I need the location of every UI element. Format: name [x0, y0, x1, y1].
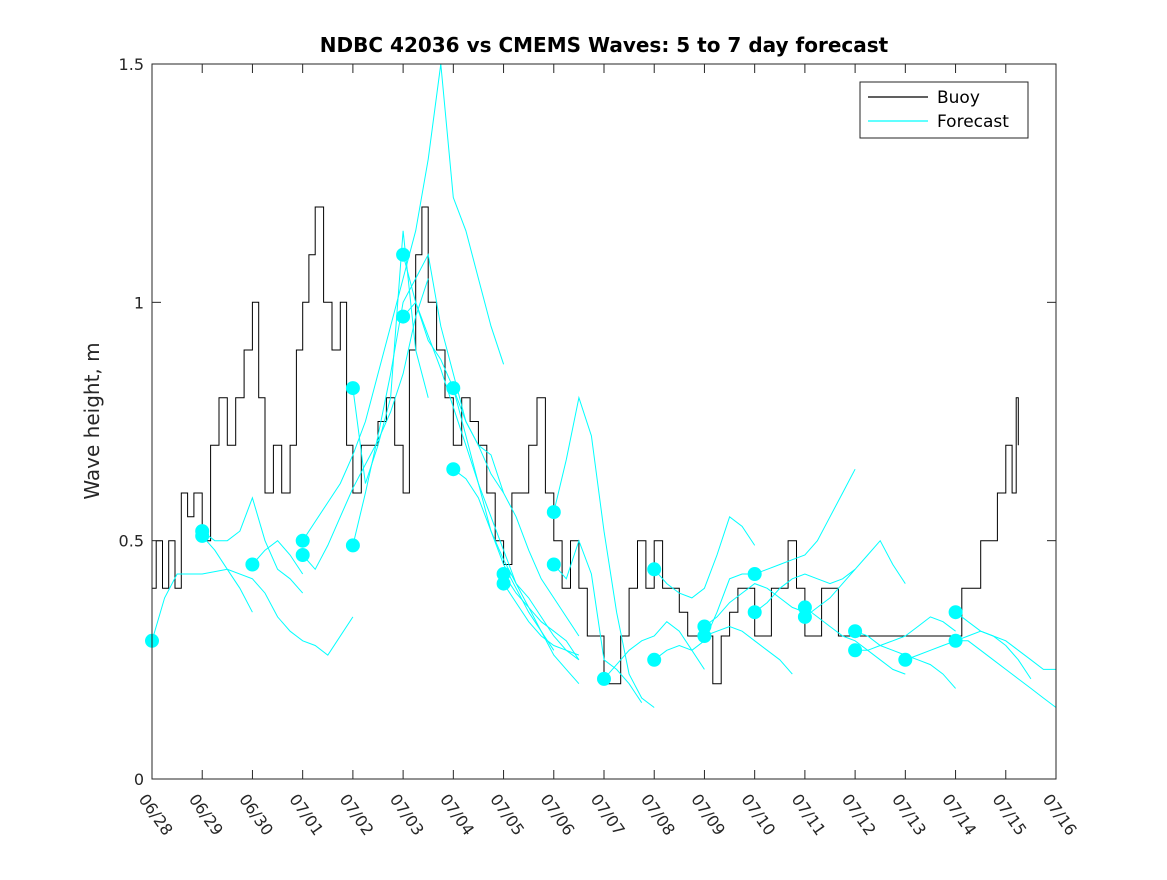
- y-tick-label: 1.5: [119, 55, 144, 74]
- forecast-marker: [797, 609, 812, 624]
- forecast-run-line: [452, 468, 580, 656]
- forecast-run-line: [302, 278, 429, 571]
- legend-buoy-label: Buoy: [937, 88, 980, 108]
- y-tick-label: 0.5: [119, 532, 144, 551]
- forecast-run-line: [804, 607, 906, 675]
- forecast-marker: [195, 528, 210, 543]
- y-axis-label: Wave height, m: [80, 342, 104, 499]
- forecast-marker: [345, 538, 360, 553]
- forecast-run-line: [452, 387, 580, 637]
- forecast-marker: [396, 309, 411, 324]
- forecast-run-line: [151, 568, 354, 656]
- forecast-run-line: [704, 625, 793, 675]
- forecast-marker: [295, 533, 310, 548]
- forecast-marker: [396, 247, 411, 262]
- forecast-run-line: [302, 63, 505, 541]
- forecast-run-line: [955, 640, 1057, 708]
- forecast-run-line: [252, 540, 304, 575]
- forecast-run-line: [804, 539, 906, 618]
- forecast-run-line: [503, 573, 580, 661]
- forecast-run-line: [201, 535, 253, 613]
- forecast-marker: [948, 633, 963, 648]
- forecast-run-line: [754, 468, 856, 575]
- forecast-run-line: [352, 230, 429, 484]
- forecast-marker: [446, 462, 461, 477]
- forecast-run-line: [704, 583, 806, 627]
- forecast-marker: [597, 671, 611, 686]
- chart-title: NDBC 42036 vs CMEMS Waves: 5 to 7 day fo…: [320, 33, 889, 57]
- y-tick-label: 1: [134, 293, 144, 312]
- forecast-marker: [295, 548, 310, 562]
- forecast-marker: [747, 567, 762, 581]
- forecast-run-line: [754, 568, 856, 613]
- forecast-run-line: [402, 301, 555, 651]
- forecast-marker: [848, 643, 863, 658]
- forecast-marker: [245, 557, 260, 572]
- forecast-marker: [697, 629, 712, 643]
- forecast-marker: [496, 576, 511, 591]
- forecast-run-line: [553, 539, 643, 703]
- forecast-marker: [647, 652, 662, 667]
- forecast-marker: [898, 652, 913, 667]
- marker-layer: [145, 247, 963, 686]
- forecast-marker: [747, 605, 762, 620]
- legend: Buoy Forecast: [859, 81, 1029, 139]
- forecast-run-line: [201, 496, 304, 594]
- forecast-run-line: [603, 621, 705, 680]
- forecast-marker: [546, 557, 561, 572]
- tick-layer: [151, 63, 1057, 780]
- legend-forecast-label: Forecast: [937, 112, 1009, 132]
- forecast-marker: [345, 381, 360, 396]
- forecast-run-line: [503, 583, 580, 661]
- forecast-marker: [647, 562, 662, 577]
- buoy-series-line: [152, 206, 1019, 685]
- forecast-marker: [546, 505, 561, 520]
- legend-box: [859, 81, 1029, 139]
- forecast-marker: [446, 381, 461, 396]
- y-tick-label: 0: [134, 770, 144, 789]
- forecast-run-line: [653, 515, 756, 599]
- forecast-marker: [948, 605, 963, 620]
- forecast-run-line: [955, 611, 1056, 670]
- forecast-run-line: [553, 395, 655, 708]
- forecast-run-line: [905, 630, 1032, 680]
- y-tick-labels: 0 0.5 1 1.5: [119, 55, 144, 789]
- forecast-marker: [848, 624, 863, 639]
- forecast-run-line: [855, 616, 956, 651]
- series-layer: [151, 63, 1057, 708]
